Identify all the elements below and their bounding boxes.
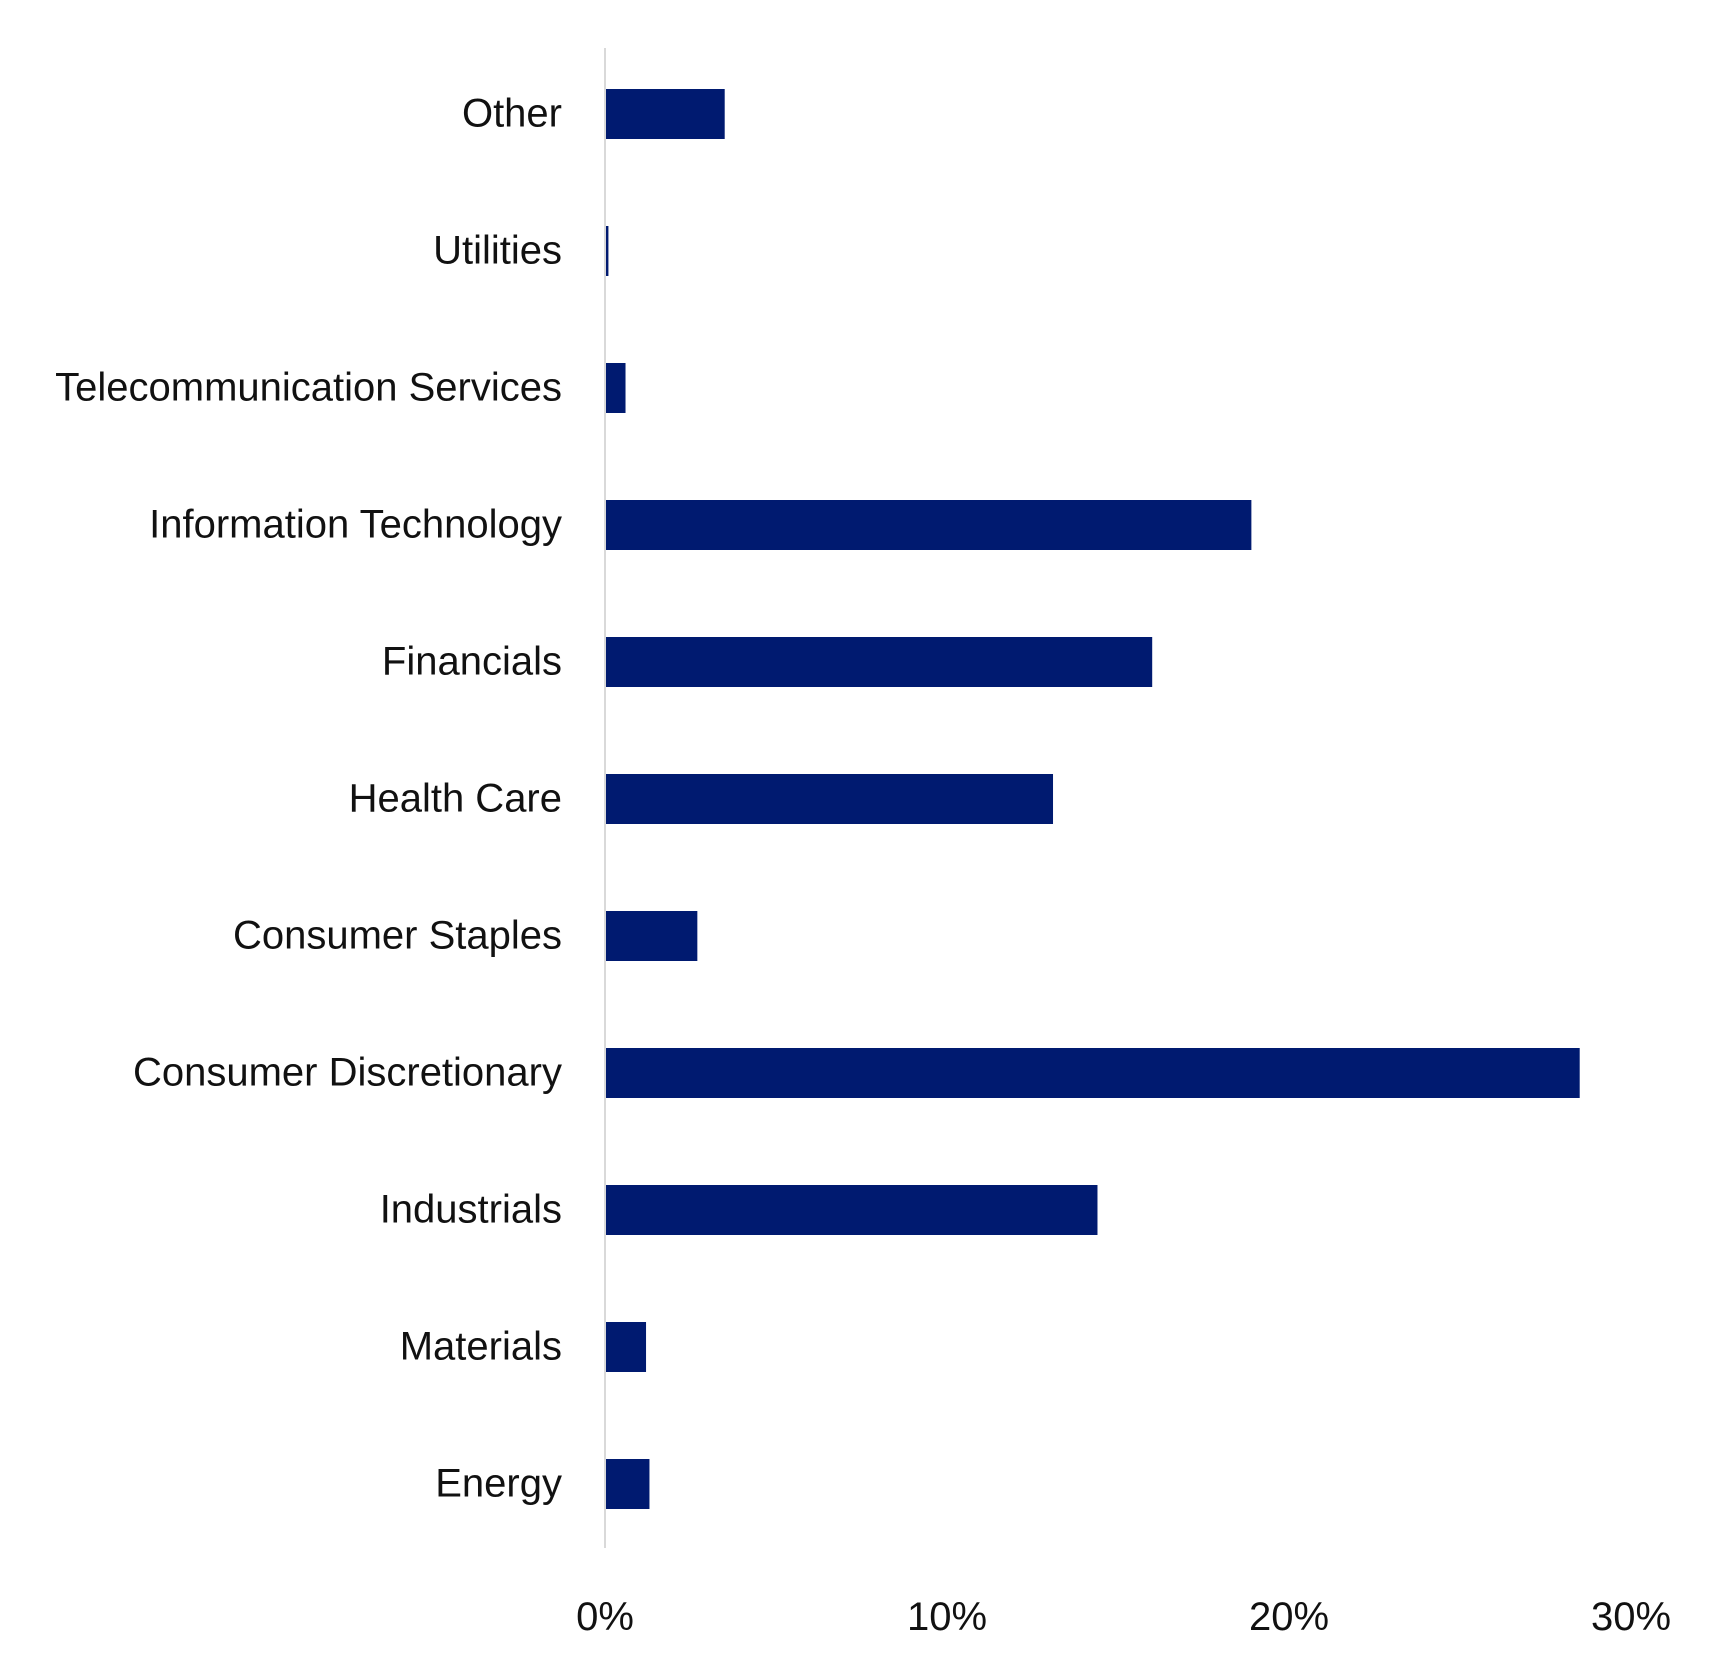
- category-label-consumer-discretionary: Consumer Discretionary: [133, 1051, 562, 1095]
- bars-group: [605, 89, 1580, 1509]
- x-tick-labels-group: 0% 10% 20% 30%: [576, 1595, 1671, 1639]
- category-label-financials: Financials: [382, 640, 562, 684]
- category-label-information-technology: Information Technology: [149, 503, 562, 547]
- category-labels-group: Other Utilities Telecommunication Services…: [55, 92, 562, 1506]
- x-tick-label-0: 0%: [576, 1595, 634, 1639]
- category-label-materials: Materials: [400, 1325, 562, 1369]
- bar-other: [605, 89, 725, 139]
- bar-industrials: [605, 1185, 1098, 1235]
- bar-consumer-discretionary: [605, 1048, 1580, 1098]
- category-label-utilities: Utilities: [433, 229, 562, 273]
- category-label-industrials: Industrials: [380, 1188, 562, 1232]
- bar-telecommunication-services: [605, 363, 626, 413]
- bar-information-technology: [605, 500, 1252, 550]
- category-label-other: Other: [462, 92, 562, 136]
- bar-health-care: [605, 774, 1054, 824]
- bar-financials: [605, 637, 1153, 687]
- bar-utilities: [605, 226, 609, 276]
- x-tick-label-30: 30%: [1591, 1595, 1671, 1639]
- category-label-health-care: Health Care: [349, 777, 562, 821]
- category-label-telecommunication-services: Telecommunication Services: [55, 366, 562, 410]
- x-tick-label-10: 10%: [907, 1595, 987, 1639]
- bar-consumer-staples: [605, 911, 698, 961]
- bar-energy: [605, 1459, 650, 1509]
- category-label-energy: Energy: [435, 1462, 562, 1506]
- category-label-consumer-staples: Consumer Staples: [233, 914, 562, 958]
- x-tick-label-20: 20%: [1249, 1595, 1329, 1639]
- bar-materials: [605, 1322, 647, 1372]
